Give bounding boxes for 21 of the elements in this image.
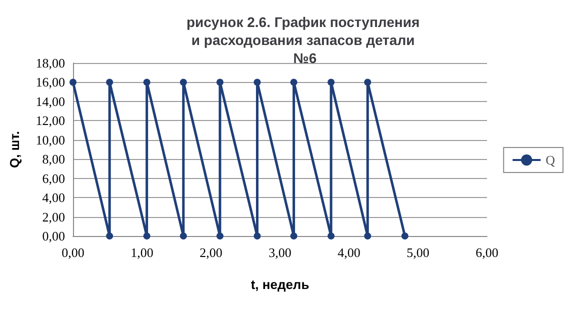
x-tick-label: 3,00 (268, 245, 292, 260)
y-tick-label: 12,00 (36, 113, 65, 128)
y-tick-label: 10,00 (36, 132, 65, 148)
y-tick-label: 14,00 (36, 94, 65, 109)
y-axis-title: Q, шт. (7, 130, 22, 168)
x-tick-label: 6,00 (476, 245, 498, 260)
x-tick-label: 0,00 (62, 245, 84, 260)
y-tick-label: 2,00 (42, 209, 65, 224)
x-tick-label: 1,00 (130, 245, 154, 260)
x-tick-label: 2,00 (200, 245, 222, 260)
y-tick-label: 18,00 (36, 56, 65, 70)
y-tick-label: 8,00 (42, 152, 65, 167)
y-tick-label: 4,00 (42, 190, 65, 206)
legend-label: Q (546, 152, 556, 168)
x-tick-label: 5,00 (406, 245, 430, 260)
y-tick-label: 6,00 (42, 170, 65, 186)
y-tick-label: 16,00 (36, 74, 65, 90)
x-tick-label: 4,00 (338, 245, 360, 260)
x-axis-title: t, недель (250, 277, 310, 292)
chart-title: рисунок 2.6. График поступления и расходования запасов детали №6 (186, 14, 424, 66)
y-tick-label: 0,00 (42, 228, 65, 244)
